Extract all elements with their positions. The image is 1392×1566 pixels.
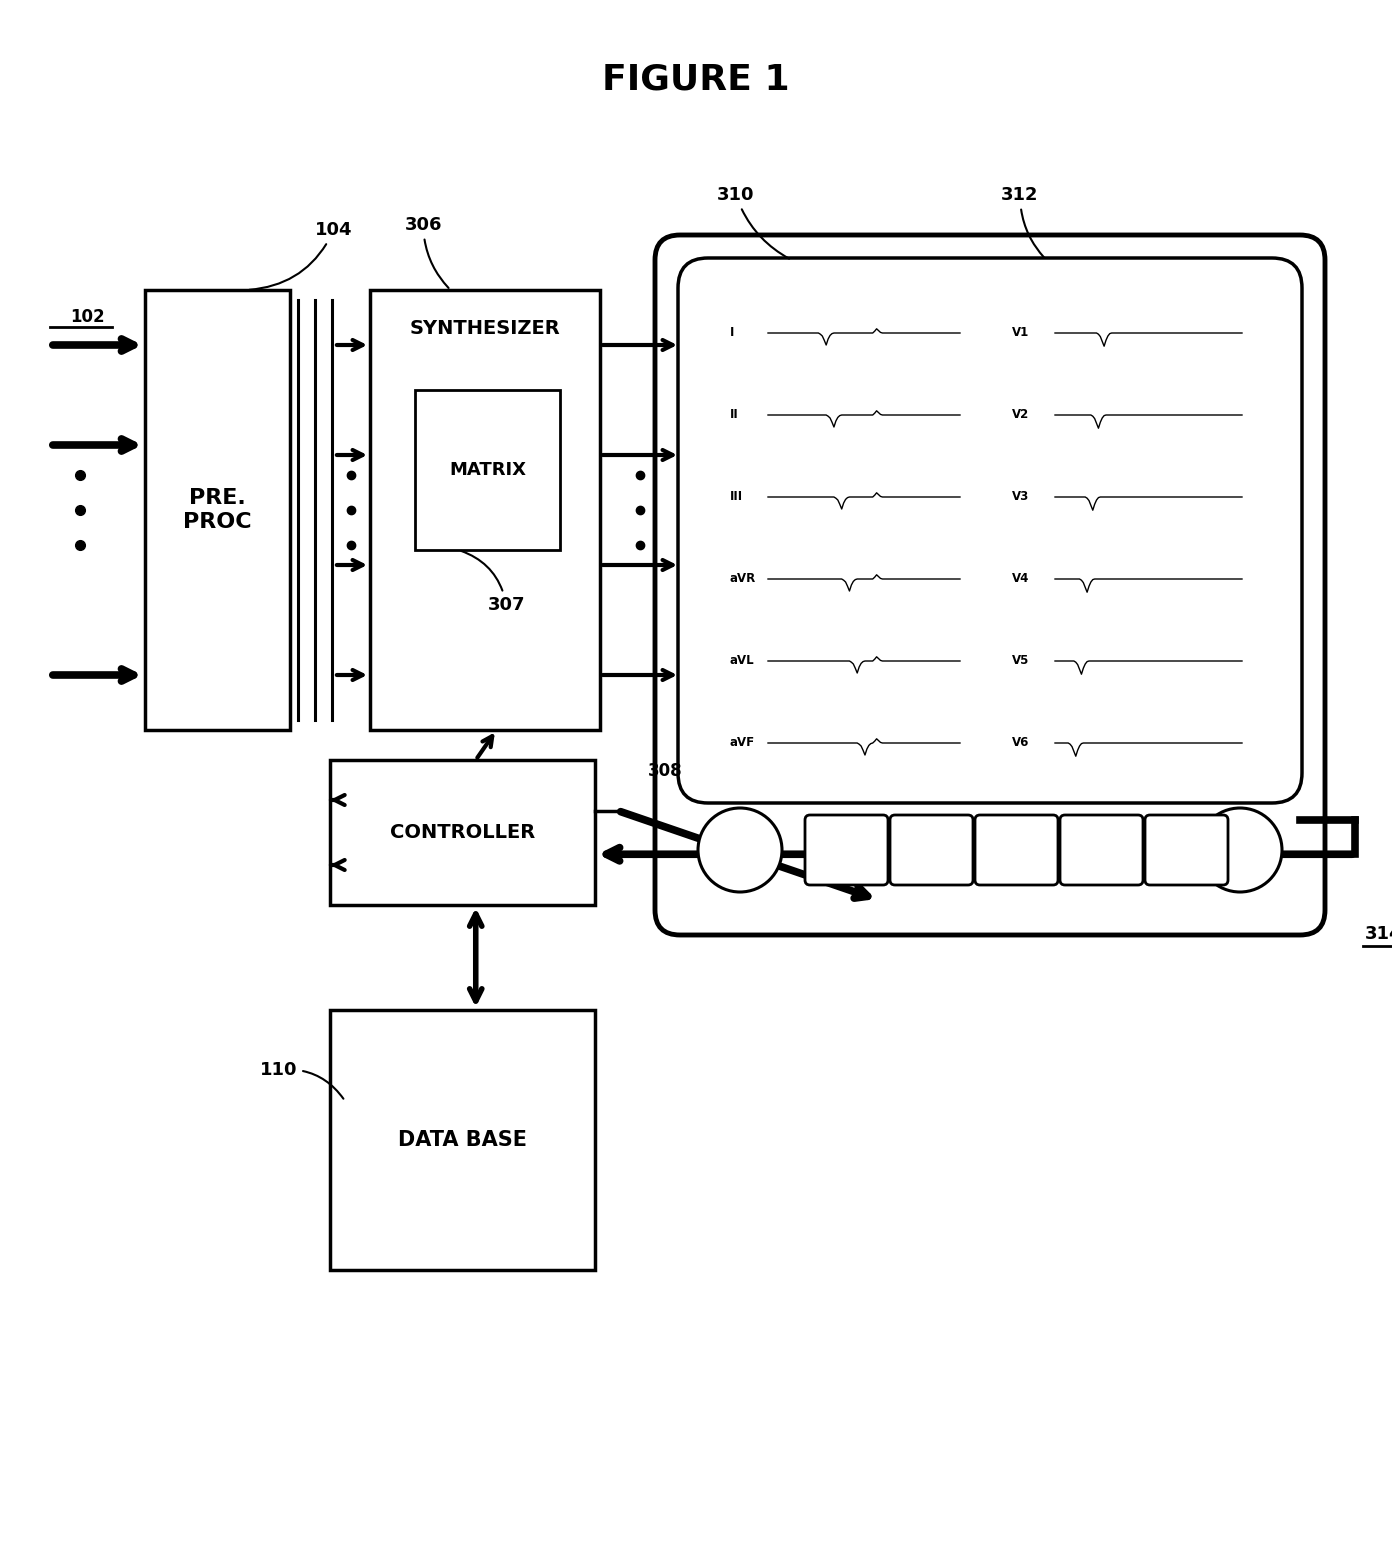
Bar bbox=[330, 760, 594, 905]
FancyBboxPatch shape bbox=[889, 814, 973, 885]
Text: 102: 102 bbox=[70, 309, 104, 326]
Bar bbox=[415, 390, 560, 550]
Text: 306: 306 bbox=[405, 216, 448, 288]
Text: 310: 310 bbox=[717, 186, 789, 258]
Text: 110: 110 bbox=[260, 1062, 344, 1099]
Text: V6: V6 bbox=[1012, 736, 1029, 750]
Bar bbox=[370, 290, 600, 730]
Text: V5: V5 bbox=[1012, 655, 1029, 667]
Text: SYNTHESIZER: SYNTHESIZER bbox=[409, 318, 561, 338]
Text: 312: 312 bbox=[1001, 186, 1044, 258]
Text: CONTROLLER: CONTROLLER bbox=[390, 824, 535, 843]
Circle shape bbox=[1199, 808, 1282, 893]
Text: V2: V2 bbox=[1012, 409, 1029, 421]
Text: 314: 314 bbox=[1366, 926, 1392, 943]
Bar bbox=[145, 290, 290, 730]
Circle shape bbox=[697, 808, 782, 893]
Text: II: II bbox=[729, 409, 739, 421]
Text: aVL: aVL bbox=[729, 655, 754, 667]
Text: V4: V4 bbox=[1012, 573, 1029, 586]
FancyBboxPatch shape bbox=[1059, 814, 1143, 885]
Text: DATA BASE: DATA BASE bbox=[398, 1131, 528, 1149]
FancyBboxPatch shape bbox=[656, 235, 1325, 935]
FancyBboxPatch shape bbox=[678, 258, 1302, 803]
Text: 307: 307 bbox=[461, 551, 525, 614]
FancyBboxPatch shape bbox=[805, 814, 888, 885]
Text: 104: 104 bbox=[249, 221, 352, 290]
Text: MATRIX: MATRIX bbox=[450, 460, 526, 479]
Text: aVF: aVF bbox=[729, 736, 754, 750]
Text: III: III bbox=[729, 490, 743, 504]
Text: FIGURE 1: FIGURE 1 bbox=[603, 63, 789, 97]
FancyBboxPatch shape bbox=[974, 814, 1058, 885]
Text: V1: V1 bbox=[1012, 326, 1029, 340]
Text: PRE.
PROC: PRE. PROC bbox=[184, 489, 252, 531]
Text: V3: V3 bbox=[1012, 490, 1029, 504]
Text: 308: 308 bbox=[649, 761, 682, 780]
Text: I: I bbox=[729, 326, 735, 340]
Text: aVR: aVR bbox=[729, 573, 756, 586]
Bar bbox=[330, 1010, 594, 1270]
FancyBboxPatch shape bbox=[1146, 814, 1228, 885]
